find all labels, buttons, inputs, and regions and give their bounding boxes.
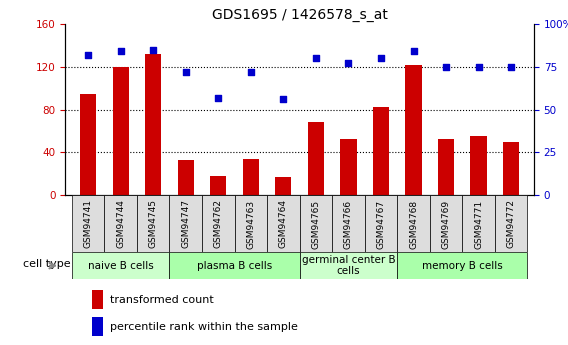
Title: GDS1695 / 1426578_s_at: GDS1695 / 1426578_s_at: [212, 8, 387, 22]
Text: GSM94766: GSM94766: [344, 199, 353, 249]
Bar: [300, 195, 332, 252]
Text: GSM94769: GSM94769: [441, 199, 450, 249]
Bar: [495, 195, 528, 252]
Point: [409, 49, 418, 54]
Text: percentile rank within the sample: percentile rank within the sample: [110, 322, 298, 332]
Bar: [503, 141, 519, 195]
Bar: [112, 67, 129, 195]
Bar: [397, 195, 430, 252]
Bar: [267, 195, 300, 252]
Bar: [72, 252, 169, 279]
Text: plasma B cells: plasma B cells: [197, 261, 272, 270]
Text: naive B cells: naive B cells: [88, 261, 153, 270]
Text: GSM94765: GSM94765: [311, 199, 320, 249]
Text: GSM94767: GSM94767: [377, 199, 386, 249]
Bar: [178, 160, 194, 195]
Text: memory B cells: memory B cells: [422, 261, 503, 270]
Bar: [332, 195, 365, 252]
Bar: [72, 195, 105, 252]
Bar: [80, 93, 96, 195]
Text: GSM94745: GSM94745: [149, 199, 158, 248]
Bar: [430, 195, 462, 252]
Bar: [137, 195, 169, 252]
Bar: [308, 122, 324, 195]
Bar: [340, 139, 357, 195]
Bar: [373, 107, 389, 195]
Point: [279, 97, 288, 102]
Bar: [397, 252, 528, 279]
Point: [507, 64, 516, 70]
Bar: [300, 252, 397, 279]
Point: [149, 47, 158, 52]
Text: cell type: cell type: [23, 259, 70, 269]
Text: GSM94744: GSM94744: [116, 199, 125, 248]
Bar: [92, 317, 103, 336]
Text: germinal center B
cells: germinal center B cells: [302, 255, 395, 276]
Bar: [243, 159, 259, 195]
Point: [181, 69, 190, 75]
Point: [474, 64, 483, 70]
Point: [344, 61, 353, 66]
Text: GSM94762: GSM94762: [214, 199, 223, 248]
Bar: [470, 136, 487, 195]
Bar: [105, 195, 137, 252]
Text: GSM94763: GSM94763: [247, 199, 255, 249]
Text: GSM94771: GSM94771: [474, 199, 483, 249]
Bar: [145, 54, 161, 195]
Bar: [202, 195, 235, 252]
Point: [311, 56, 320, 61]
Text: GSM94772: GSM94772: [507, 199, 516, 248]
Bar: [169, 195, 202, 252]
Text: GSM94741: GSM94741: [83, 199, 93, 248]
Text: GSM94747: GSM94747: [181, 199, 190, 248]
Point: [214, 95, 223, 100]
Point: [83, 52, 93, 58]
Text: transformed count: transformed count: [110, 295, 214, 305]
Bar: [235, 195, 267, 252]
Point: [247, 69, 256, 75]
Bar: [92, 290, 103, 309]
Point: [377, 56, 386, 61]
Bar: [406, 65, 421, 195]
Bar: [169, 252, 300, 279]
Bar: [462, 195, 495, 252]
Bar: [210, 176, 227, 195]
Text: GSM94768: GSM94768: [409, 199, 418, 249]
Point: [441, 64, 450, 70]
Text: GSM94764: GSM94764: [279, 199, 288, 248]
Bar: [275, 177, 291, 195]
Point: [116, 49, 125, 54]
Bar: [365, 195, 397, 252]
Bar: [438, 139, 454, 195]
